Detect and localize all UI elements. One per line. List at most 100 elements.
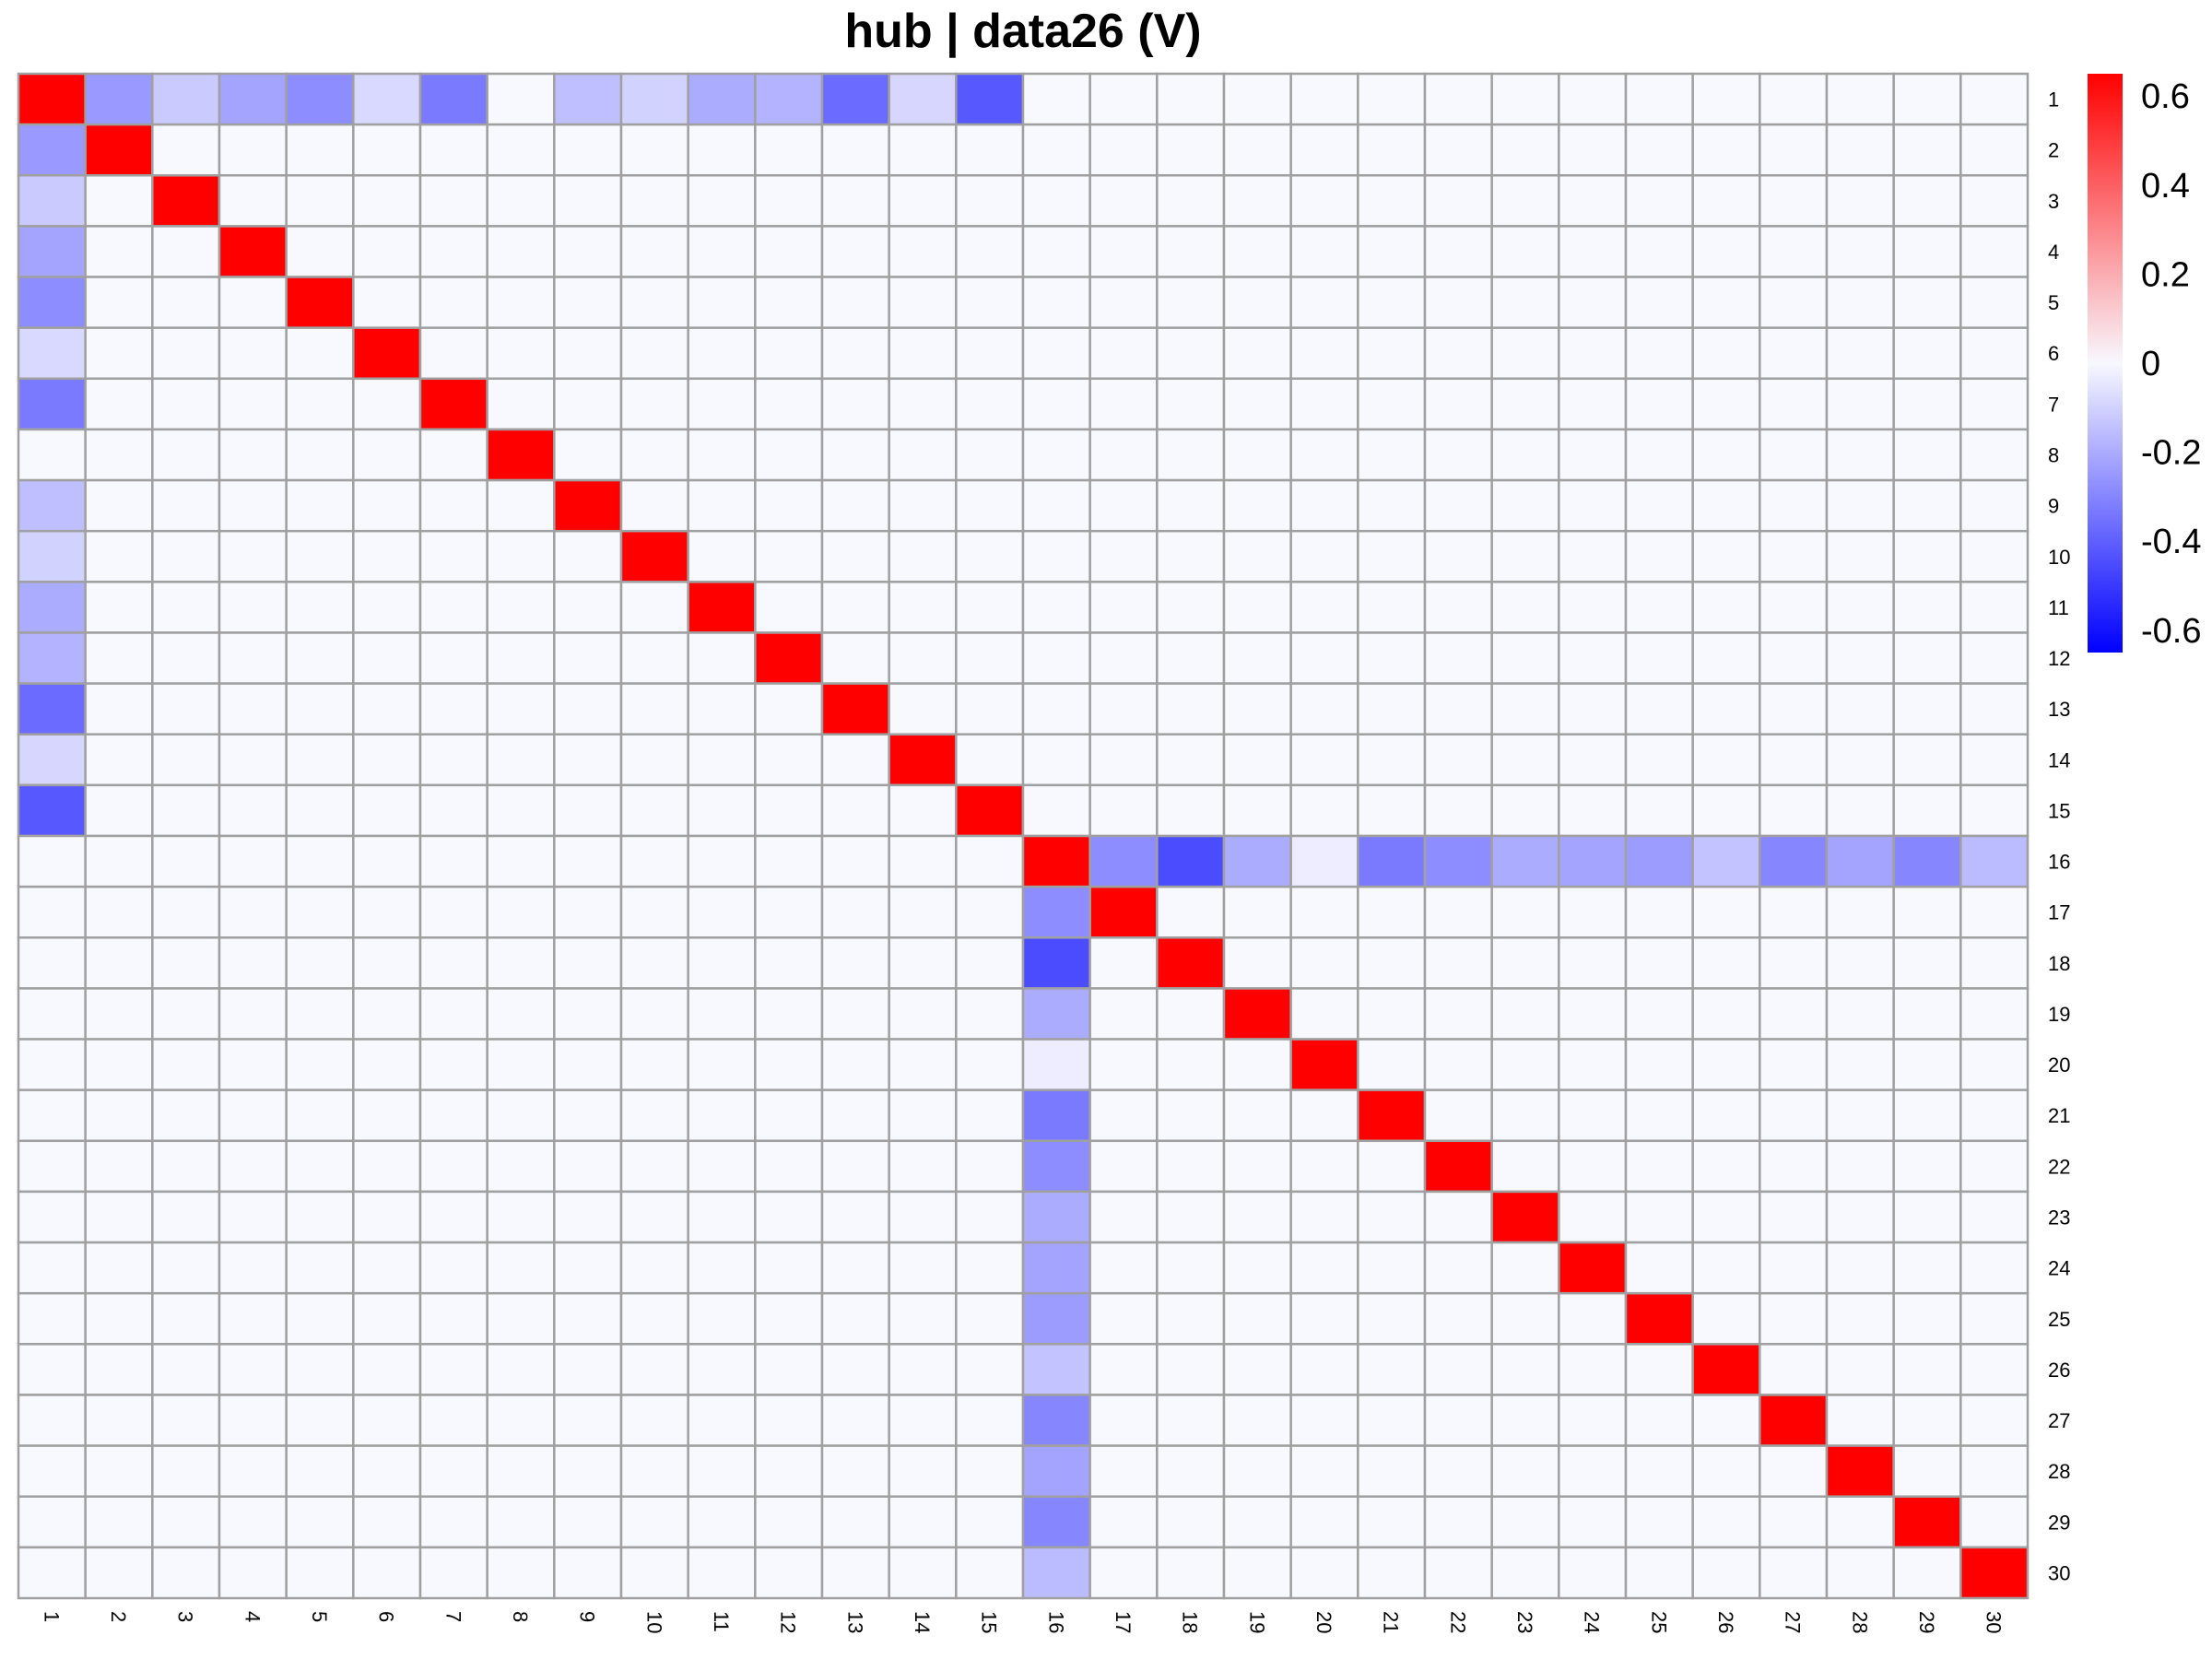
- heatmap-cell: [352, 783, 422, 838]
- heatmap-cell: [1156, 1343, 1226, 1396]
- row-tick-label: 20: [2048, 1053, 2070, 1077]
- heatmap-cell: [352, 1495, 422, 1549]
- heatmap-cell: [486, 174, 556, 228]
- heatmap-cell: [151, 783, 221, 838]
- heatmap-cell: [418, 682, 488, 735]
- heatmap-cell: [687, 631, 757, 685]
- heatmap-cell: [1959, 834, 2030, 888]
- heatmap-cell: [17, 377, 87, 431]
- heatmap-cell: [1825, 1343, 1895, 1396]
- heatmap-cell: [84, 1241, 154, 1295]
- heatmap-cell: [418, 1291, 488, 1346]
- heatmap-cell: [1222, 1444, 1292, 1498]
- heatmap-cell: [1825, 1394, 1895, 1447]
- heatmap-cell: [17, 834, 87, 888]
- heatmap-cell: [1558, 72, 1628, 126]
- heatmap-cell: [285, 936, 355, 990]
- heatmap-cell: [1021, 936, 1091, 990]
- heatmap-cell: [553, 1241, 623, 1295]
- heatmap-cell: [1892, 478, 1962, 533]
- heatmap-cell: [619, 478, 689, 533]
- heatmap-cell: [1088, 631, 1159, 685]
- heatmap-cell: [888, 631, 958, 685]
- heatmap-cell: [1021, 733, 1091, 787]
- column-tick-label: 30: [1983, 1611, 2006, 1633]
- heatmap-cell: [1759, 1495, 1829, 1549]
- heatmap-cell: [1423, 1546, 1493, 1600]
- heatmap-cell: [820, 1495, 890, 1549]
- heatmap-cell: [1759, 478, 1829, 533]
- heatmap-cell: [17, 72, 87, 126]
- heatmap-cell: [84, 1444, 154, 1498]
- heatmap-cell: [1021, 834, 1091, 888]
- heatmap-cell: [1156, 885, 1226, 939]
- heatmap-cell: [888, 936, 958, 990]
- heatmap-cell: [17, 478, 87, 533]
- heatmap-cell: [84, 631, 154, 685]
- heatmap-cell: [17, 225, 87, 278]
- heatmap-cell: [820, 1394, 890, 1447]
- column-tick-label: 24: [1581, 1611, 1604, 1633]
- heatmap-cell: [687, 1495, 757, 1549]
- heatmap-cell: [1423, 276, 1493, 329]
- row-tick-label: 8: [2048, 444, 2059, 467]
- heatmap-cell: [17, 1495, 87, 1549]
- heatmap-cell: [820, 1139, 890, 1194]
- heatmap-cell: [84, 377, 154, 431]
- heatmap-cell: [84, 1291, 154, 1346]
- heatmap-cell: [888, 1394, 958, 1447]
- heatmap-cell: [352, 936, 422, 990]
- heatmap-cell: [1222, 783, 1292, 838]
- heatmap-cell: [1423, 682, 1493, 735]
- heatmap-cell: [1088, 682, 1159, 735]
- heatmap-cell: [151, 1139, 221, 1194]
- heatmap-cell: [151, 428, 221, 482]
- heatmap-cell: [352, 1546, 422, 1600]
- heatmap-cell: [1691, 1495, 1761, 1549]
- heatmap-cell: [1021, 1546, 1091, 1600]
- heatmap-cell: [1289, 529, 1359, 583]
- heatmap-cell: [1624, 733, 1694, 787]
- column-tick-label: 11: [710, 1611, 733, 1632]
- heatmap-cell: [352, 834, 422, 888]
- heatmap-cell: [1222, 987, 1292, 1041]
- heatmap-cell: [17, 428, 87, 482]
- heatmap-cell: [1021, 377, 1091, 431]
- heatmap-cell: [1759, 1291, 1829, 1346]
- heatmap-cell: [1624, 1444, 1694, 1498]
- heatmap-cell: [553, 1190, 623, 1244]
- heatmap-cell: [486, 1291, 556, 1346]
- heatmap-cell: [1624, 1291, 1694, 1346]
- heatmap-cell: [1490, 631, 1560, 685]
- heatmap-cell: [486, 783, 556, 838]
- heatmap-cell: [1959, 885, 2030, 939]
- heatmap-cell: [1088, 276, 1159, 329]
- heatmap-cell: [1289, 733, 1359, 787]
- heatmap-cell: [955, 936, 1025, 990]
- heatmap-cell: [1021, 1291, 1091, 1346]
- heatmap-cell: [1423, 834, 1493, 888]
- heatmap-cell: [955, 1343, 1025, 1396]
- heatmap-cell: [1088, 987, 1159, 1041]
- heatmap-cell: [888, 529, 958, 583]
- heatmap-cell: [218, 276, 288, 329]
- column-tick-label: 27: [1782, 1611, 1805, 1633]
- heatmap-cell: [1088, 428, 1159, 482]
- heatmap-cell: [553, 326, 623, 381]
- heatmap-cell: [486, 1241, 556, 1295]
- heatmap-cell: [955, 1190, 1025, 1244]
- heatmap-cell: [1021, 1190, 1091, 1244]
- heatmap-cell: [1156, 936, 1226, 990]
- heatmap-cell: [619, 682, 689, 735]
- heatmap-cell: [418, 1343, 488, 1396]
- heatmap-cell: [1558, 478, 1628, 533]
- heatmap-cell: [486, 1495, 556, 1549]
- heatmap-cell: [1759, 276, 1829, 329]
- heatmap-cell: [17, 1190, 87, 1244]
- row-tick-label: 25: [2048, 1308, 2070, 1331]
- heatmap-cell: [1825, 682, 1895, 735]
- heatmap-cell: [1021, 276, 1091, 329]
- heatmap-cell: [1088, 72, 1159, 126]
- heatmap-cell: [1691, 682, 1761, 735]
- heatmap-cell: [1959, 1038, 2030, 1091]
